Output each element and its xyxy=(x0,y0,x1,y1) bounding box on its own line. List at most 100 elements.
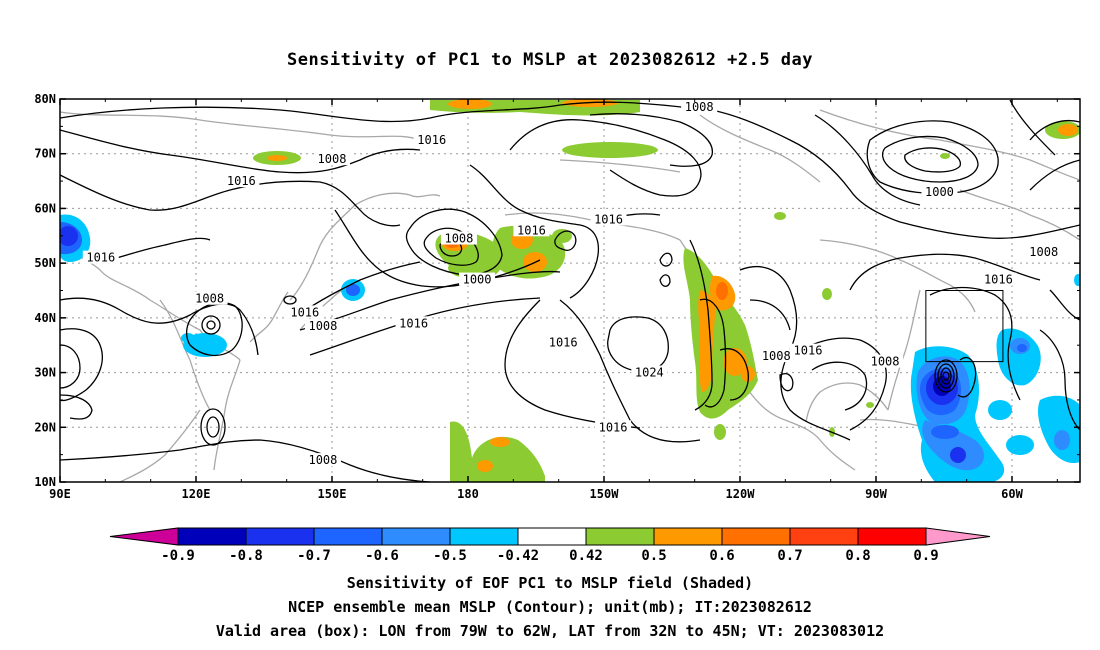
colorbar-label: 0.42 xyxy=(569,548,603,564)
colorbar-segment xyxy=(381,527,451,546)
contour-label: 1016 xyxy=(599,420,628,434)
sensitivity-shading xyxy=(60,99,1080,482)
lon-tick-label: 150W xyxy=(590,487,620,501)
longitude-axis: 90E 120E 150E 180 150W 120W 90W 60W xyxy=(49,99,1058,501)
contour-label: 1016 xyxy=(794,344,823,358)
colorbar-high-extension xyxy=(925,527,991,546)
contour-label: 1008 xyxy=(762,349,791,363)
colorbar-segment xyxy=(653,527,723,546)
contour-label: 1008 xyxy=(308,453,337,467)
colorbar-label: -0.8 xyxy=(229,548,263,564)
lat-tick-label: 70N xyxy=(34,147,56,161)
lon-tick-label: 60W xyxy=(1001,487,1023,501)
lat-tick-label: 60N xyxy=(34,201,56,215)
contour-label-background xyxy=(631,365,668,379)
contour-label-background xyxy=(395,316,432,330)
contour-label-background xyxy=(314,152,350,166)
contour-label: 1000 xyxy=(925,185,954,199)
contour-label-background xyxy=(681,100,718,114)
contour-label: 1008 xyxy=(308,319,337,333)
lat-tick-label: 20N xyxy=(34,420,56,434)
contour-label: 1008 xyxy=(685,100,714,114)
lat-tick-label: 10N xyxy=(34,475,56,489)
lon-tick-label: 120W xyxy=(726,487,756,501)
contour-label: 1008 xyxy=(1029,245,1058,259)
contour-label-background xyxy=(1025,245,1062,259)
lon-tick-label: 150E xyxy=(318,487,347,501)
contour-label-background xyxy=(304,453,341,467)
latitude-axis: 10N 20N 30N 40N 50N 60N 70N 80N xyxy=(34,92,1080,489)
contour-label-background xyxy=(595,420,632,434)
contour-label-background xyxy=(590,212,627,226)
colorbar-low-extension xyxy=(109,527,179,546)
contour-label-background xyxy=(223,174,260,188)
contour-label-background xyxy=(867,354,904,368)
contour-label: 1016 xyxy=(517,223,546,237)
contour-label-background xyxy=(459,272,496,286)
contour-label-background xyxy=(286,305,323,319)
contour-label: 1008 xyxy=(871,355,900,369)
colorbar-segment xyxy=(789,527,859,546)
contour-label: 1016 xyxy=(290,305,319,319)
colorbar-segment xyxy=(857,527,927,546)
contour-labels: 1008101610081016100010161016100810081016… xyxy=(82,100,1062,467)
contour-label-background xyxy=(921,185,958,199)
contour-label-background xyxy=(513,223,550,237)
contour-label-background xyxy=(545,335,582,349)
colorbar-segment xyxy=(177,527,247,546)
caption-line-2: NCEP ensemble mean MSLP (Contour); unit(… xyxy=(288,598,812,616)
colorbar-segment xyxy=(721,527,791,546)
contour-label: 1016 xyxy=(594,212,623,226)
contour-label-background xyxy=(304,319,341,333)
contour-label: 1016 xyxy=(86,251,115,265)
colorbar-label: -0.5 xyxy=(433,548,467,564)
valid-area-box xyxy=(925,290,1004,363)
lon-tick-label: 90W xyxy=(865,487,887,501)
contour-label: 1000 xyxy=(463,273,492,287)
caption-line-3: Valid area (box): LON from 79W to 62W, L… xyxy=(215,622,885,640)
contour-label: 1016 xyxy=(227,174,256,188)
contour-label: 1008 xyxy=(318,152,347,166)
lon-tick-label: 180 xyxy=(457,487,479,501)
colorbar-label: 0.9 xyxy=(913,548,938,564)
contour-label-background xyxy=(191,291,228,305)
colorbar-label: -0.42 xyxy=(497,548,539,564)
colorbar-label: 0.8 xyxy=(845,548,870,564)
colorbar-label: 0.5 xyxy=(641,548,666,564)
colorbar-label: 0.6 xyxy=(709,548,734,564)
lat-tick-label: 40N xyxy=(34,311,56,325)
colorbar-label: -0.6 xyxy=(365,548,399,564)
contour-label-background xyxy=(413,133,450,147)
contour-label-background xyxy=(790,343,826,357)
contour-label: 1016 xyxy=(549,335,578,349)
contour-label-background xyxy=(440,231,477,245)
contour-label: 1016 xyxy=(399,316,428,330)
lat-tick-label: 50N xyxy=(34,256,56,270)
colorbar-segment xyxy=(449,527,519,546)
lat-tick-label: 80N xyxy=(34,92,56,106)
contour-label: 1008 xyxy=(444,232,473,246)
contour-label: 1016 xyxy=(984,273,1013,287)
figure-title: Sensitivity of PC1 to MSLP at 2023082612… xyxy=(286,50,813,70)
colorbar-segment xyxy=(313,527,383,546)
colorbar: -0.9 -0.8 -0.7 -0.6 -0.5 -0.42 0.42 0.5 0.6 0.7 0.… xyxy=(109,527,991,564)
colorbar-segment xyxy=(585,527,655,546)
colorbar-label: -0.9 xyxy=(161,548,195,564)
contour-label-background xyxy=(758,349,795,363)
contour-label: 1008 xyxy=(195,292,224,306)
colorbar-segment xyxy=(517,527,587,546)
colorbar-label: 0.7 xyxy=(777,548,802,564)
contour-label-background xyxy=(82,250,119,264)
caption-line-1: Sensitivity of EOF PC1 to MSLP field (Sh… xyxy=(346,574,754,592)
lon-tick-label: 90E xyxy=(49,487,71,501)
contour-label: 1024 xyxy=(635,366,664,380)
contour-label: 1016 xyxy=(417,133,446,147)
colorbar-segment xyxy=(245,527,315,546)
contour-label-background xyxy=(980,272,1017,286)
colorbar-label: -0.7 xyxy=(297,548,331,564)
map-background xyxy=(60,99,1080,482)
lon-tick-label: 120E xyxy=(182,487,211,501)
graticule xyxy=(60,99,1080,482)
lat-tick-label: 30N xyxy=(34,366,56,380)
